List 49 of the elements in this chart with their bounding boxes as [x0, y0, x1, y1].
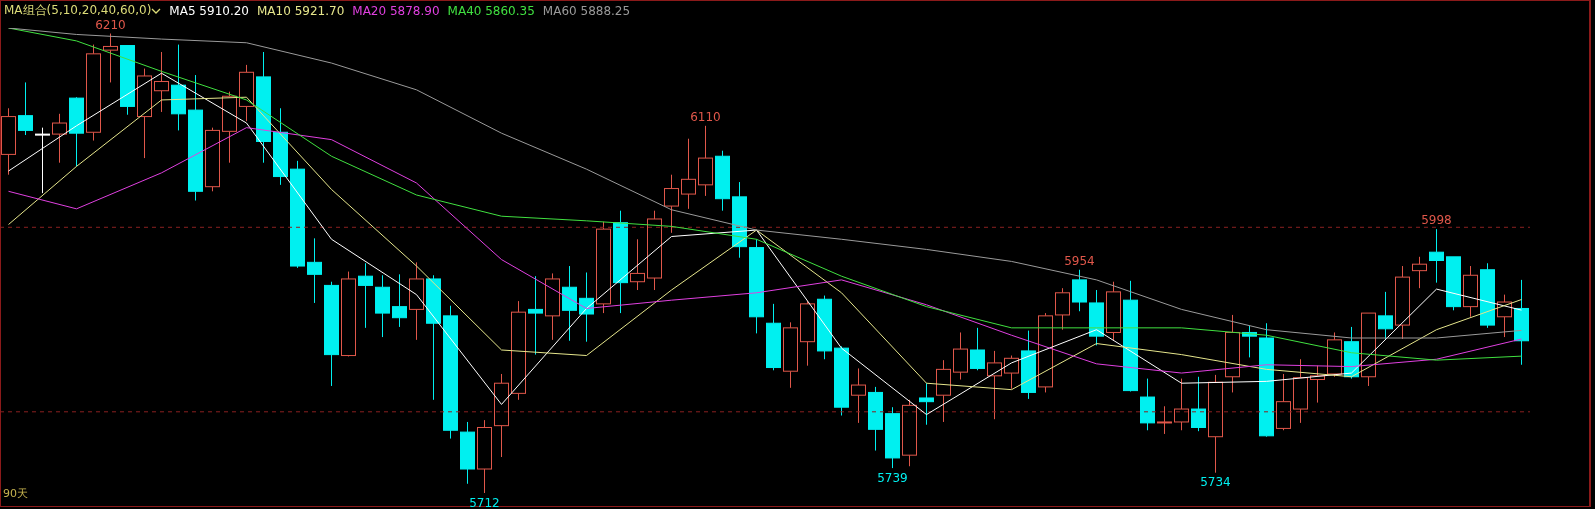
candlestick: [664, 174, 679, 234]
candlestick: [613, 210, 628, 314]
candlestick: [307, 237, 322, 304]
annotation: 5712: [469, 495, 500, 509]
candlestick: [698, 125, 713, 197]
candlestick: [188, 74, 203, 202]
candlestick: [1412, 256, 1427, 289]
candlestick: [1429, 228, 1444, 284]
candlestick: [171, 44, 186, 131]
candlestick: [885, 406, 900, 469]
candlestick: [1514, 279, 1529, 366]
annotation: 5734: [1200, 475, 1231, 490]
candlestick: [375, 274, 390, 338]
candlestick: [1293, 358, 1308, 424]
candlestick: [511, 300, 526, 401]
annotation: 5739: [877, 470, 908, 485]
candlestick: [239, 64, 254, 122]
chart-title: MA组合(5,10,20,40,60,0): [4, 2, 152, 19]
candlestick: [936, 359, 951, 423]
candlestick: [494, 373, 509, 458]
candlestick: [460, 421, 475, 485]
candlestick: [1208, 374, 1223, 474]
candlestick: [256, 51, 271, 164]
candlestick: [630, 238, 645, 291]
candlestick: [154, 51, 169, 113]
text: MA40 5860.35: [447, 3, 535, 18]
candlestick: [1463, 265, 1478, 318]
candlestick: [953, 331, 968, 381]
candlestick: [477, 419, 492, 493]
candlestick: [562, 265, 577, 342]
candlestick: [443, 305, 458, 440]
text: MA60 5888.25: [542, 3, 631, 18]
text: MA20 5878.90: [352, 3, 440, 18]
candlestick: [528, 275, 543, 356]
text: MA5 5910.20: [169, 3, 249, 18]
candlestick: [1123, 280, 1138, 392]
candlestick: [851, 367, 866, 424]
annotation: 6210: [95, 17, 126, 32]
annotation: 6110: [690, 109, 721, 124]
annotation: 5954: [1064, 253, 1095, 268]
candlestick: [358, 262, 373, 329]
annotation: 5998: [1421, 213, 1452, 228]
candlestick: [681, 138, 696, 210]
candlestick: [273, 107, 288, 186]
text: MA10 5921.70: [257, 3, 345, 18]
candlestick: [1021, 330, 1036, 400]
candlestick: [987, 350, 1002, 420]
candlestick: [392, 273, 407, 328]
annotation: 90天: [3, 486, 28, 501]
